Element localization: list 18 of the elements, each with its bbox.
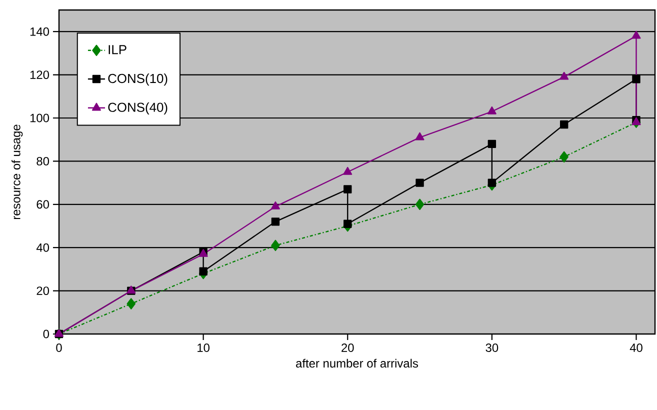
x-tick-label: 0 [56, 344, 62, 352]
y-tick-label: 140 [30, 27, 50, 36]
x-tick-label: 20 [342, 344, 354, 352]
legend-label: ILP [108, 45, 126, 54]
x-axis-title: after number of arrivals [296, 358, 418, 368]
legend-label: CONS(40) [108, 102, 168, 114]
y-tick-label: 60 [36, 200, 50, 209]
x-tick-label: 10 [198, 344, 210, 352]
y-tick-label: 120 [30, 70, 50, 80]
x-tick-label: 40 [630, 344, 642, 352]
y-tick-label: 80 [36, 156, 50, 166]
y-tick-label: 100 [30, 114, 50, 122]
y-tick-label: 20 [36, 286, 50, 296]
y-tick-label: 0 [43, 330, 50, 338]
y-axis-title: resource of usage [12, 124, 23, 220]
x-tick-label: 30 [486, 344, 498, 352]
legend-label: CONS(10) [108, 74, 168, 86]
y-tick-label: 40 [36, 243, 50, 252]
